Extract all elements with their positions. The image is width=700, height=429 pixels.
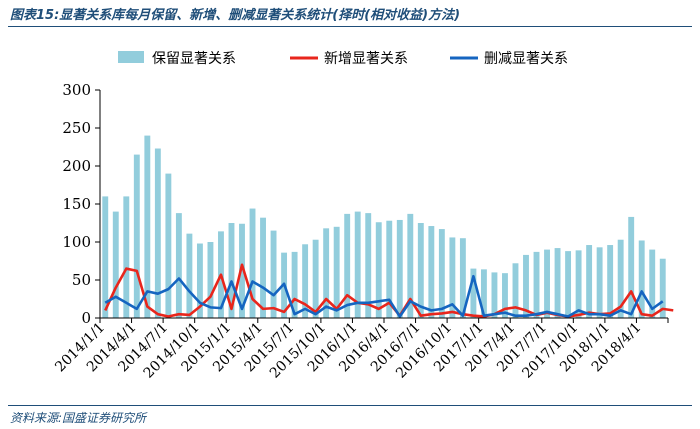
bar-48 [607, 245, 614, 318]
y-tick-label: 100 [62, 233, 91, 251]
bar-3 [133, 154, 140, 318]
bar-30 [417, 223, 424, 318]
bar-13 [239, 223, 245, 318]
bar-50 [628, 216, 635, 318]
bar-28 [396, 219, 403, 318]
chart-axes: 0501001502002503002014/1/12014/4/12014/7… [52, 81, 669, 382]
bar-40 [523, 254, 529, 318]
bar-49 [617, 239, 624, 318]
y-tick-label: 300 [62, 81, 91, 99]
bar-24 [354, 211, 361, 318]
legend-label-0: 保留显著关系 [152, 51, 236, 67]
bar-27 [386, 220, 393, 318]
bar-26 [375, 222, 382, 318]
bar-16 [270, 230, 277, 318]
bar-44 [565, 251, 572, 318]
bar-10 [207, 242, 214, 318]
bar-5 [154, 148, 161, 318]
legend-label-1: 新增显著关系 [324, 51, 408, 67]
bar-21 [323, 228, 330, 318]
chart: 保留显著关系 新增显著关系 删减显著关系 050100150200250300201… [52, 51, 674, 382]
bar-43 [554, 248, 561, 318]
bar-29 [407, 213, 414, 318]
bar-9 [196, 243, 203, 318]
y-tick-label: 50 [72, 271, 91, 289]
bar-19 [302, 244, 309, 318]
bar-15 [260, 217, 266, 318]
y-tick-label: 200 [62, 157, 91, 175]
figure-title: 图表15:显著关系库每月保留、新增、删减显著关系统计(择时(相对收益)方法) [10, 8, 461, 23]
bar-8 [186, 233, 193, 318]
chart-legend: 保留显著关系 新增显著关系 删减显著关系 [118, 51, 568, 67]
bar-14 [249, 208, 256, 318]
bar-52 [649, 249, 656, 318]
bar-23 [344, 213, 351, 318]
bar-53 [659, 258, 666, 318]
bar-39 [512, 263, 519, 318]
bar-7 [175, 213, 182, 318]
bar-12 [228, 223, 235, 318]
source-note: 资料来源:国盛证券研究所 [10, 411, 147, 425]
bar-31 [428, 226, 435, 318]
source-rule [8, 405, 692, 406]
bar-6 [165, 173, 172, 318]
line-series [104, 263, 674, 318]
line-added [104, 263, 674, 318]
bar-25 [365, 213, 372, 318]
bar-46 [586, 245, 593, 318]
bar-36 [480, 269, 487, 318]
bar-4 [144, 135, 151, 318]
bar-38 [502, 273, 508, 318]
bar-0 [102, 196, 109, 318]
bar-35 [470, 268, 477, 318]
bar-series-retained [102, 135, 666, 318]
bar-42 [544, 249, 550, 318]
bar-41 [533, 251, 540, 318]
y-tick-label: 250 [62, 119, 91, 137]
legend-label-2: 删减显著关系 [484, 51, 568, 67]
bar-18 [291, 251, 298, 318]
bar-33 [449, 237, 456, 318]
y-tick-label: 0 [81, 309, 91, 327]
bar-47 [596, 247, 603, 318]
legend-swatch-bar [118, 51, 144, 63]
bar-45 [575, 250, 582, 318]
bar-2 [123, 196, 130, 318]
bar-32 [438, 229, 445, 318]
bar-20 [312, 239, 319, 318]
bar-37 [491, 272, 498, 318]
bar-1 [112, 211, 119, 318]
y-tick-label: 150 [62, 195, 91, 213]
title-rule [8, 26, 692, 27]
bar-22 [333, 226, 340, 318]
bar-34 [459, 238, 466, 318]
line-removed [104, 274, 664, 318]
bar-51 [638, 240, 645, 318]
